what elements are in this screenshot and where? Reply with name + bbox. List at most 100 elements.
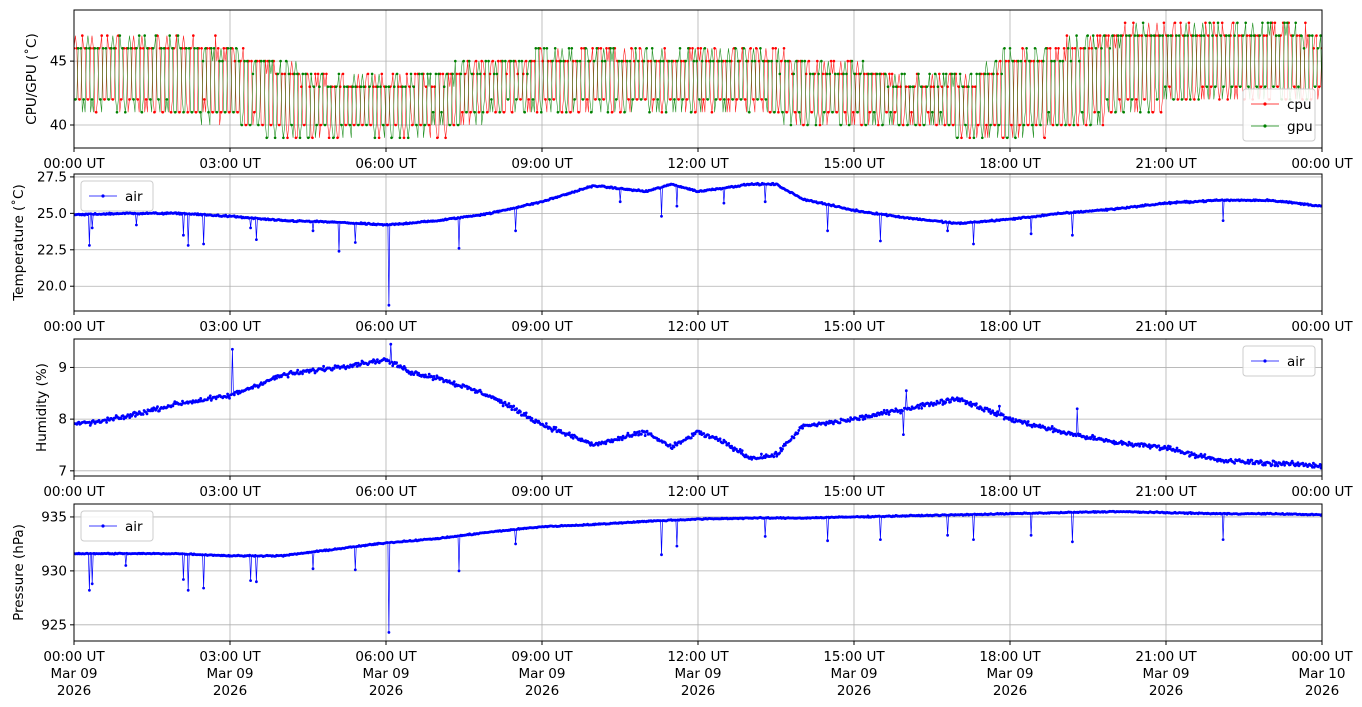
data-point-gpu bbox=[761, 59, 765, 63]
data-point-air bbox=[675, 204, 679, 208]
data-point-cpu bbox=[1245, 34, 1249, 37]
data-point-gpu bbox=[631, 98, 635, 101]
data-point-gpu bbox=[698, 98, 701, 101]
data-point-cpu bbox=[1071, 47, 1074, 50]
data-point-gpu bbox=[551, 59, 554, 63]
data-point-gpu bbox=[467, 59, 471, 63]
data-point-gpu bbox=[703, 47, 707, 50]
data-point-gpu bbox=[745, 59, 748, 63]
data-point-gpu bbox=[498, 110, 502, 114]
data-point-air bbox=[640, 432, 643, 436]
data-point-cpu bbox=[178, 110, 181, 114]
data-point-air bbox=[1221, 538, 1225, 541]
legend-marker-cpu bbox=[1263, 102, 1267, 106]
data-point-cpu bbox=[591, 47, 594, 50]
data-point-gpu bbox=[845, 72, 848, 76]
data-point-gpu bbox=[1103, 34, 1106, 37]
data-point-air bbox=[523, 414, 527, 417]
data-point-gpu bbox=[187, 47, 191, 50]
data-point-gpu bbox=[82, 98, 85, 101]
data-point-cpu bbox=[1187, 21, 1191, 25]
data-point-cpu bbox=[555, 59, 558, 63]
data-point-cpu bbox=[142, 47, 145, 50]
data-point-cpu bbox=[1032, 59, 1035, 63]
data-point-cpu bbox=[344, 123, 348, 127]
data-point-air bbox=[947, 398, 950, 402]
data-point-cpu bbox=[910, 110, 913, 114]
data-point-cpu bbox=[430, 85, 434, 88]
data-point-gpu bbox=[620, 59, 623, 63]
data-point-cpu bbox=[552, 98, 556, 101]
data-point-gpu bbox=[312, 85, 316, 88]
data-point-gpu bbox=[1061, 59, 1064, 63]
data-point-cpu bbox=[405, 72, 409, 76]
data-point-air bbox=[255, 580, 258, 584]
data-point-gpu bbox=[1022, 123, 1026, 127]
data-point-air bbox=[571, 436, 575, 440]
data-point-gpu bbox=[343, 85, 346, 88]
data-point-air bbox=[322, 364, 325, 368]
data-point-cpu bbox=[269, 123, 273, 127]
data-point-gpu bbox=[520, 59, 524, 63]
y-tick-label: 8 bbox=[58, 412, 67, 428]
data-point-gpu bbox=[883, 72, 887, 76]
data-point-gpu bbox=[806, 123, 809, 127]
data-point-air bbox=[904, 389, 908, 393]
data-point-gpu bbox=[390, 136, 393, 140]
data-point-air bbox=[923, 404, 926, 408]
data-point-air bbox=[214, 397, 218, 401]
data-point-cpu bbox=[1273, 21, 1277, 25]
data-point-gpu bbox=[1197, 98, 1200, 101]
data-point-gpu bbox=[653, 59, 657, 63]
data-point-cpu bbox=[566, 59, 569, 63]
data-point-cpu bbox=[649, 59, 653, 63]
data-point-gpu bbox=[515, 98, 518, 101]
data-point-air bbox=[691, 434, 695, 437]
x-tick-label: 00:00 UT bbox=[43, 319, 105, 335]
data-point-cpu bbox=[779, 59, 783, 63]
data-point-gpu bbox=[1069, 59, 1073, 63]
data-point-air bbox=[403, 366, 407, 370]
data-point-gpu bbox=[426, 72, 429, 76]
data-point-air bbox=[1011, 417, 1015, 421]
data-point-gpu bbox=[781, 110, 784, 114]
data-point-air bbox=[134, 414, 137, 418]
data-point-cpu bbox=[1304, 21, 1307, 25]
data-point-cpu bbox=[522, 72, 525, 76]
data-point-cpu bbox=[960, 136, 963, 140]
data-point-gpu bbox=[1158, 34, 1162, 37]
data-point-air bbox=[105, 421, 108, 424]
x-tick-label: 09:00 UT bbox=[511, 649, 573, 665]
data-point-gpu bbox=[293, 72, 296, 76]
data-point-cpu bbox=[1259, 85, 1263, 88]
data-point-gpu bbox=[1011, 59, 1015, 63]
data-point-cpu bbox=[774, 47, 777, 50]
data-point-cpu bbox=[139, 47, 142, 50]
data-point-gpu bbox=[958, 72, 962, 76]
data-point-gpu bbox=[99, 98, 102, 101]
data-point-gpu bbox=[481, 110, 485, 114]
data-point-cpu bbox=[1079, 47, 1082, 50]
data-point-gpu bbox=[1269, 21, 1272, 25]
data-point-gpu bbox=[750, 59, 754, 63]
data-point-gpu bbox=[334, 85, 338, 88]
data-point-gpu bbox=[1202, 34, 1206, 37]
data-point-gpu bbox=[714, 98, 718, 101]
data-point-cpu bbox=[816, 59, 819, 63]
data-point-cpu bbox=[1096, 34, 1099, 37]
data-point-air bbox=[499, 399, 503, 402]
data-point-gpu bbox=[1014, 136, 1017, 140]
data-point-cpu bbox=[652, 98, 655, 101]
data-point-air bbox=[944, 401, 948, 404]
data-point-cpu bbox=[1101, 123, 1105, 127]
data-point-gpu bbox=[348, 123, 352, 127]
data-point-cpu bbox=[1004, 59, 1008, 63]
data-point-gpu bbox=[1122, 110, 1125, 114]
data-point-gpu bbox=[1047, 110, 1051, 114]
data-layer bbox=[74, 509, 1322, 634]
data-point-cpu bbox=[699, 47, 703, 50]
data-point-gpu bbox=[204, 47, 207, 50]
data-point-gpu bbox=[1019, 59, 1023, 63]
x-tick-label: 12:00 UT bbox=[667, 484, 729, 500]
